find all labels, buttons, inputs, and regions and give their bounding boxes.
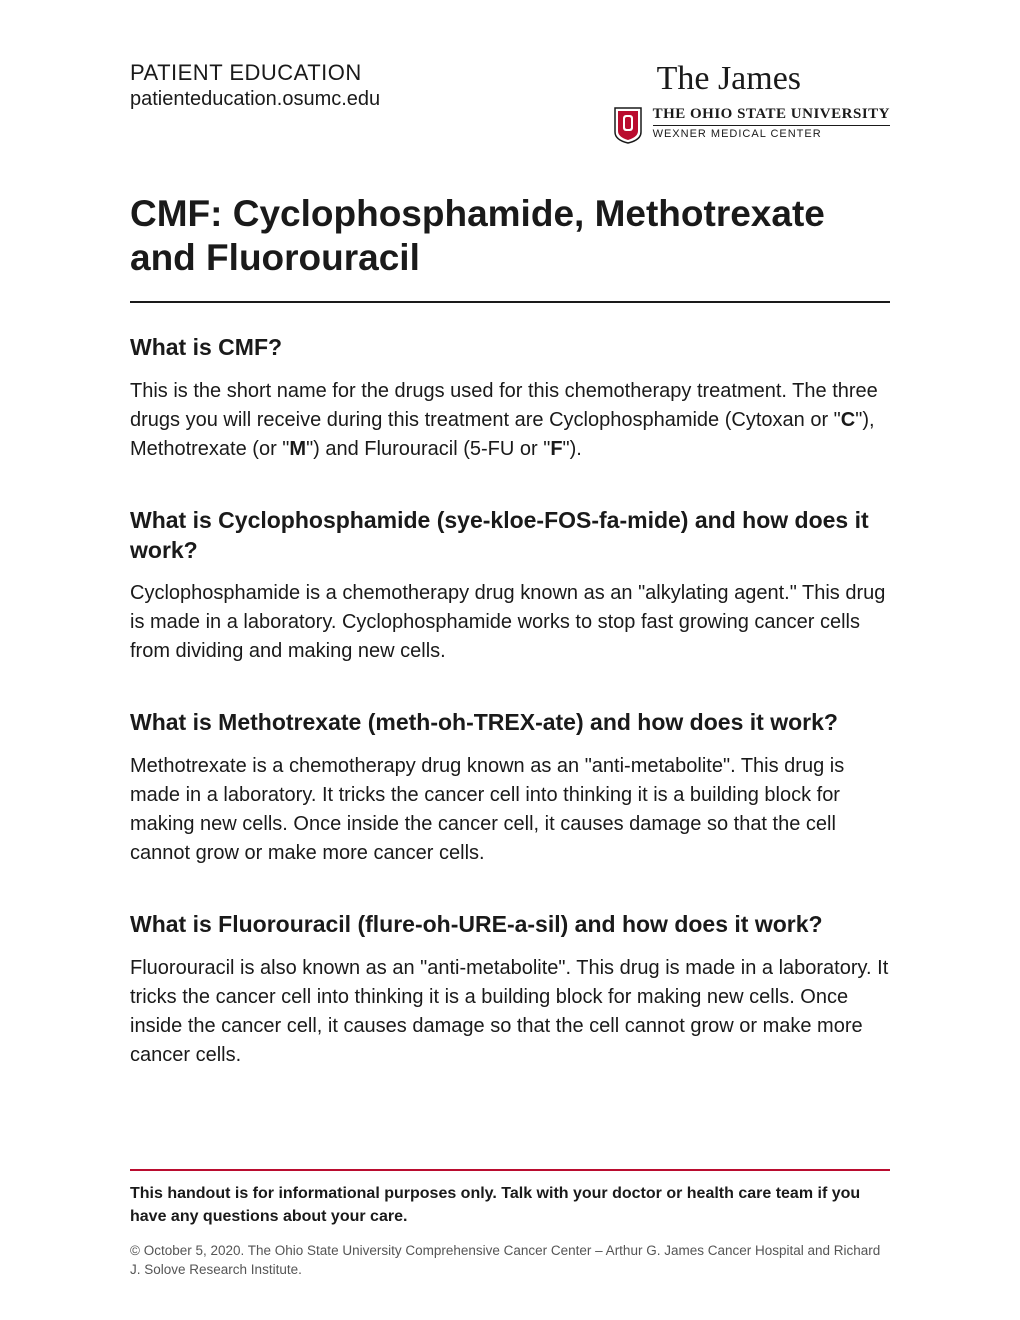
section-body: This is the short name for the drugs use… xyxy=(130,377,890,464)
document-title: CMF: Cyclophosphamide, Methotrexate and … xyxy=(130,192,890,281)
section-heading: What is CMF? xyxy=(130,333,890,363)
patient-education-url: patienteducation.osumc.edu xyxy=(130,88,380,111)
page-footer: This handout is for informational purpos… xyxy=(130,1169,890,1280)
osu-logo-block: THE OHIO STATE UNIVERSITY WEXNER MEDICAL… xyxy=(613,106,890,144)
section-methotrexate: What is Methotrexate (meth-oh-TREX-ate) … xyxy=(130,708,890,868)
title-divider xyxy=(130,301,890,303)
patient-education-label: PATIENT EDUCATION xyxy=(130,60,380,86)
section-heading: What is Fluorouracil (flure-oh-URE-a-sil… xyxy=(130,910,890,940)
osu-shield-icon xyxy=(613,106,643,144)
osu-university-name: THE OHIO STATE UNIVERSITY xyxy=(653,106,890,126)
section-heading: What is Methotrexate (meth-oh-TREX-ate) … xyxy=(130,708,890,738)
section-body: Methotrexate is a chemotherapy drug know… xyxy=(130,752,890,868)
osu-text-block: THE OHIO STATE UNIVERSITY WEXNER MEDICAL… xyxy=(653,106,890,140)
footer-divider xyxy=(130,1169,890,1171)
osu-medical-center: WEXNER MEDICAL CENTER xyxy=(653,128,890,140)
section-cyclophosphamide: What is Cyclophosphamide (sye-kloe-FOS-f… xyxy=(130,506,890,667)
header-left: PATIENT EDUCATION patienteducation.osumc… xyxy=(130,60,380,111)
copyright-text: © October 5, 2020. The Ohio State Univer… xyxy=(130,1242,890,1280)
page-header: PATIENT EDUCATION patienteducation.osumc… xyxy=(130,60,890,144)
section-body: Cyclophosphamide is a chemotherapy drug … xyxy=(130,579,890,666)
header-right: The James THE OHIO STATE UNIVERSITY WEXN… xyxy=(613,60,890,144)
james-title: The James xyxy=(657,60,801,98)
section-fluorouracil: What is Fluorouracil (flure-oh-URE-a-sil… xyxy=(130,910,890,1070)
section-what-is-cmf: What is CMF? This is the short name for … xyxy=(130,333,890,464)
section-body: Fluorouracil is also known as an "anti-m… xyxy=(130,954,890,1070)
section-heading: What is Cyclophosphamide (sye-kloe-FOS-f… xyxy=(130,506,890,566)
disclaimer-text: This handout is for informational purpos… xyxy=(130,1183,890,1228)
